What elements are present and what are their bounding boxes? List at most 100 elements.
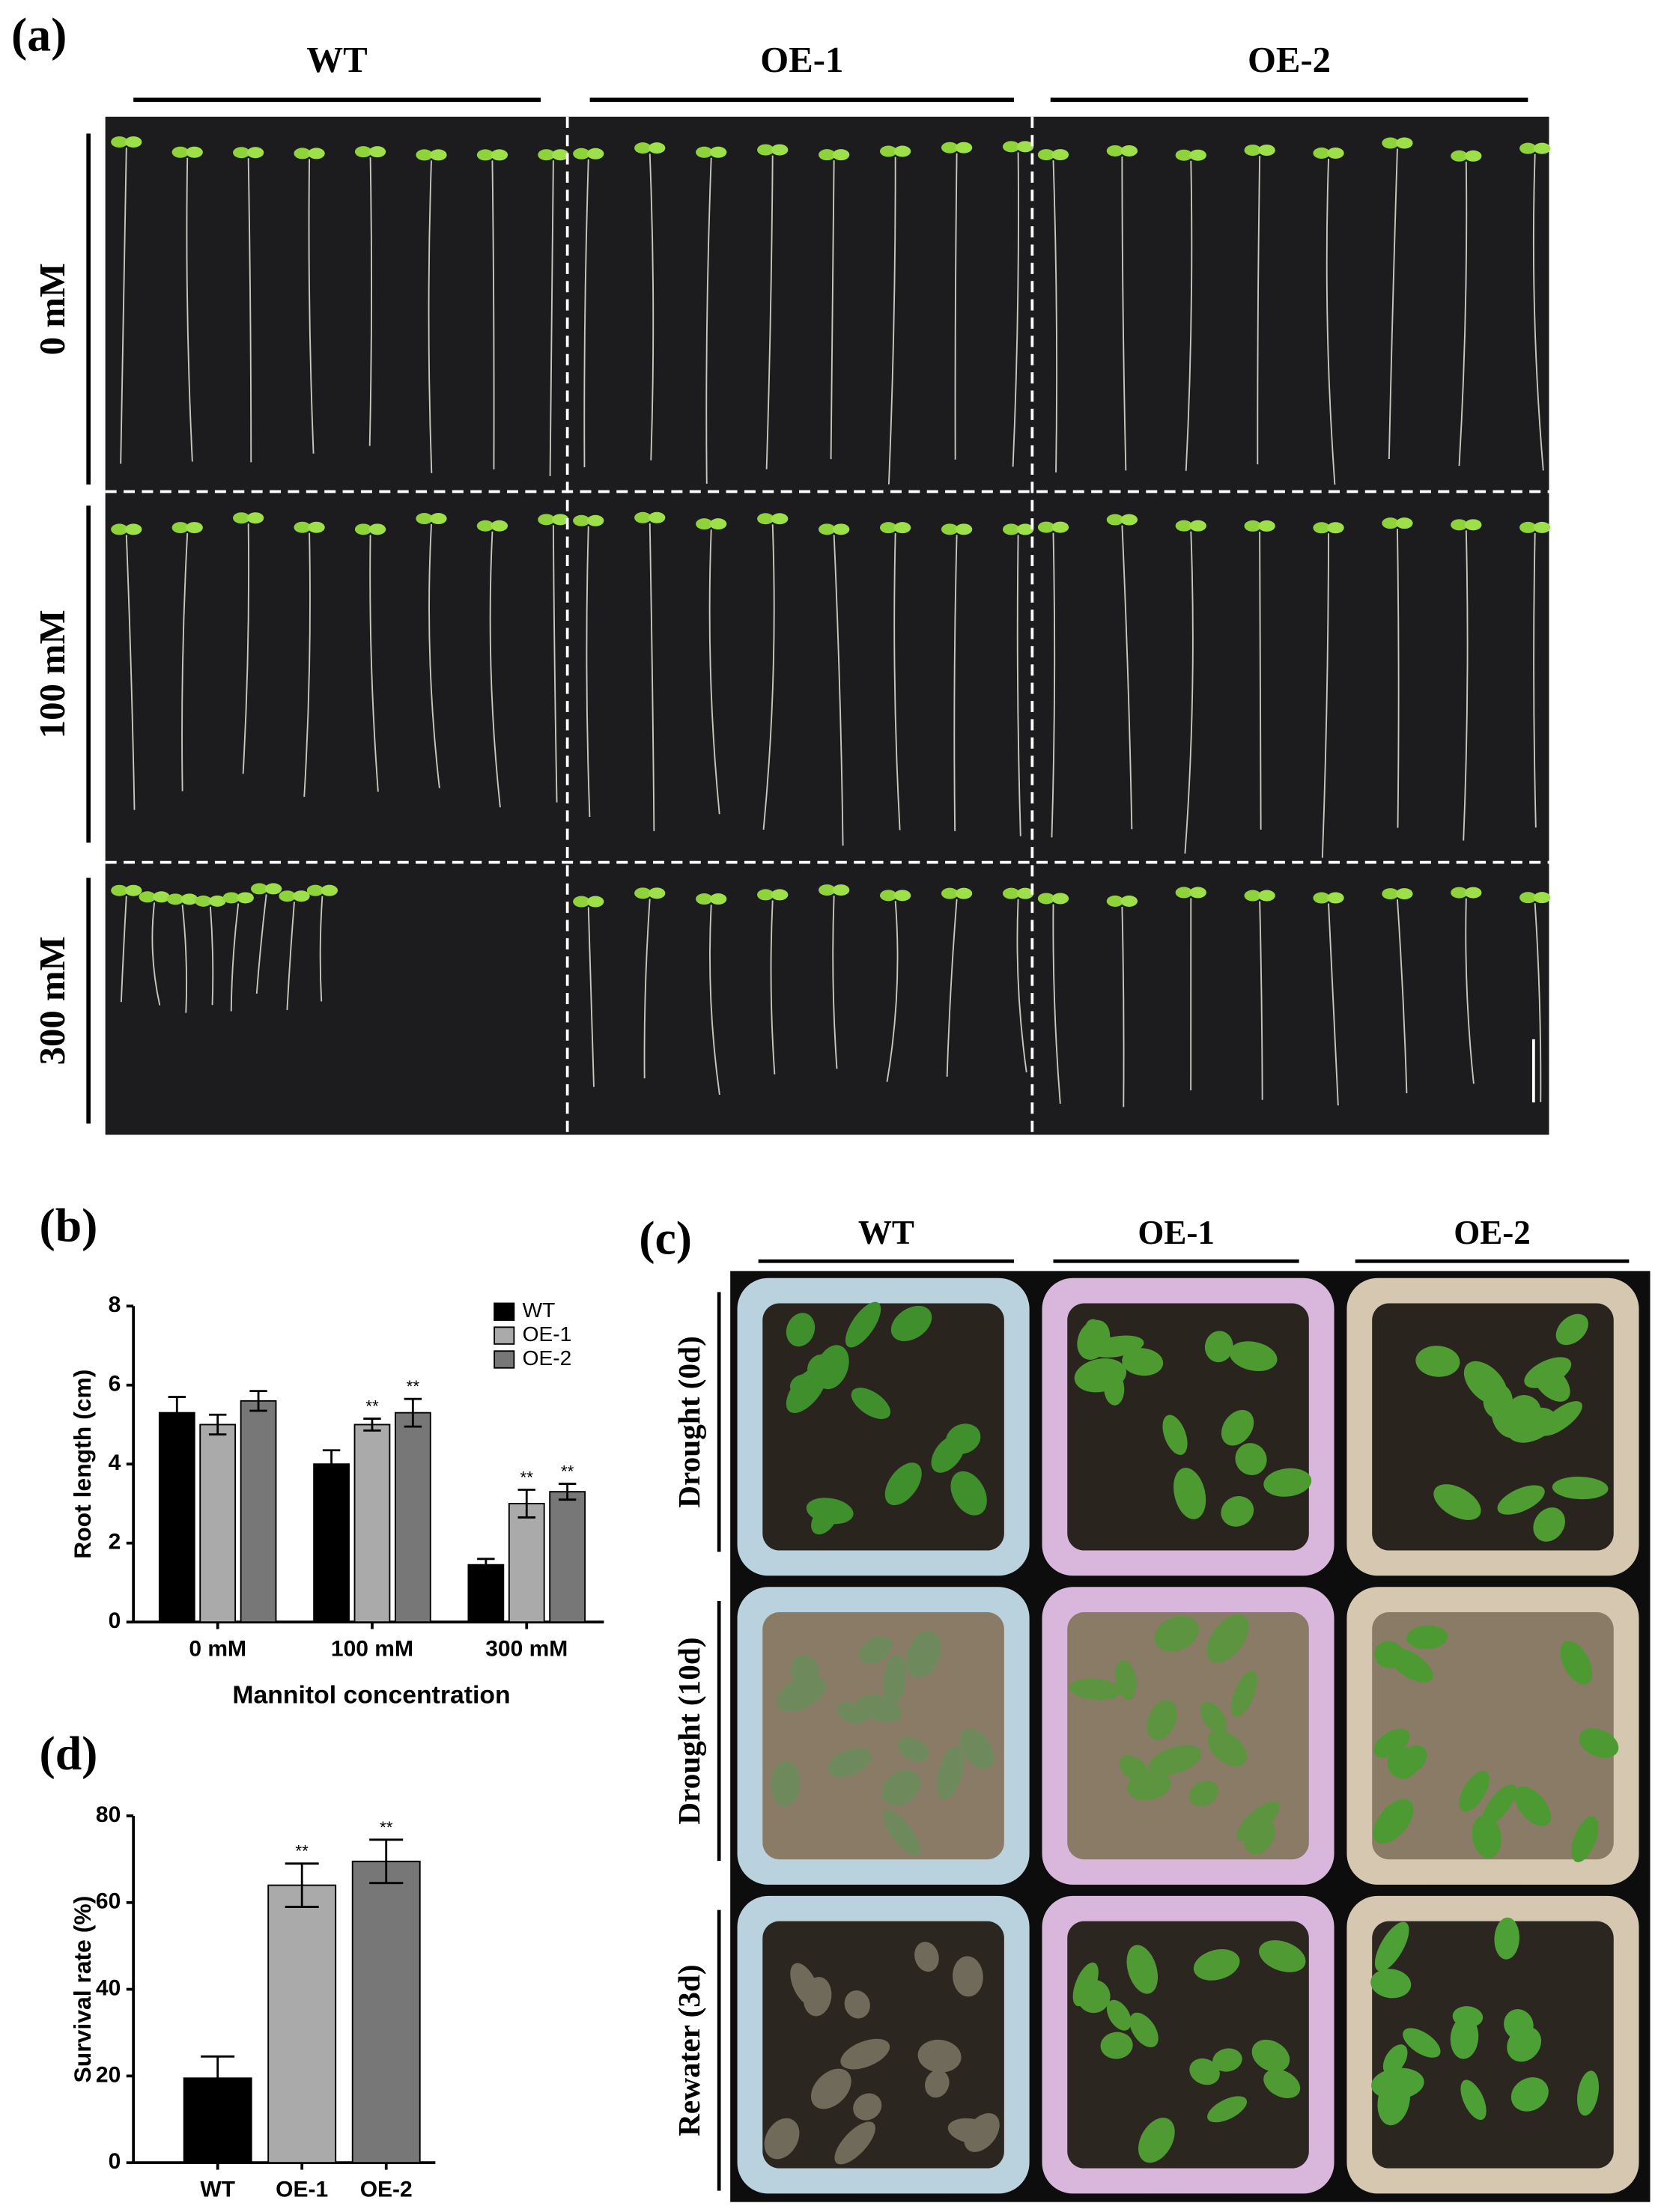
cotyledon [1016,523,1034,535]
root [1121,906,1125,1107]
leaf [851,1388,891,1420]
root [1184,531,1194,854]
cotyledon [237,892,254,904]
y-tick-label: 6 [109,1372,121,1397]
cotyledon [880,522,897,534]
cotyledon [1464,887,1482,899]
root [368,157,373,446]
cotyledon [1258,890,1275,902]
leaf [1387,1747,1419,1779]
cotyledon [1244,145,1262,157]
leaf [960,1728,995,1769]
leaf [810,2068,851,2109]
cotyledon [955,142,973,154]
cotyledon [430,513,447,525]
error-bar [363,1418,381,1432]
cotyledon [771,889,789,901]
cotyledon [476,520,494,532]
root [209,906,214,1006]
cotyledon [1396,888,1413,900]
cotyledon [1037,149,1055,161]
root [649,154,655,461]
cotyledon [251,883,268,895]
root [1465,898,1475,1084]
cotyledon [573,514,590,526]
bar [158,1412,195,1623]
leaf [840,2038,890,2070]
leaf [1483,1383,1513,1419]
root [1397,899,1408,1093]
cotyledon [771,144,789,156]
root [1016,899,1027,1073]
x-tick-label: OE-1 [276,2178,328,2202]
root [549,160,554,476]
cotyledon [233,512,250,524]
leaf [1371,2067,1424,2100]
leaf [917,2039,962,2073]
cotyledon [308,148,325,159]
cotyledon [124,136,142,148]
cotyledon [1175,149,1193,161]
cotyledon [124,884,142,896]
cotyledon [1002,141,1020,153]
error-bar [208,1413,227,1436]
y-tick-label: 2 [109,1530,121,1555]
cotyledon [634,887,652,899]
leaf [1374,1921,1409,1972]
leaf [1533,1507,1565,1542]
error-bar [558,1483,577,1501]
leaf [1403,2028,1441,2058]
y-tick-label: 0 [109,2149,121,2174]
x-tick-label: WT [200,2178,235,2202]
root [1052,904,1061,1104]
cotyledon [222,892,240,904]
leaf [853,2093,882,2121]
root [489,531,501,808]
cotyledon [186,522,203,534]
leaf [1532,1364,1570,1402]
cotyledon [955,523,973,535]
cotyledon [757,144,774,156]
leaf [1138,2118,1175,2163]
cotyledon [1189,149,1206,161]
cotyledon [1327,147,1344,159]
leaf [1229,1341,1278,1372]
cotyledon [586,896,604,908]
leaf [764,2118,800,2160]
cotyledon [171,522,189,534]
cotyledon [771,513,789,525]
bar [353,1423,391,1623]
cotyledon [1451,887,1468,899]
root [286,902,295,1011]
x-tick-label: 300 mM [485,1637,568,1662]
leaf [1173,1468,1206,1519]
cotyledon [832,149,850,161]
root [887,157,896,484]
row-label: Drought (0d) [672,1336,707,1508]
root [1321,533,1329,858]
y-tick-label: 40 [96,1975,121,2000]
cotyledon [941,887,959,899]
cotyledon [709,518,727,530]
root [953,535,958,831]
root [552,525,558,803]
cotyledon [893,890,911,902]
leaf [1200,1701,1227,1735]
photo [105,116,1549,1135]
cotyledon [294,521,311,533]
significance: ** [561,1462,574,1481]
cotyledon [1533,521,1551,533]
cotyledon [696,893,713,905]
bar [267,1884,337,2164]
cotyledon [1451,519,1468,531]
cotyledon [153,891,170,903]
leaf [1370,1969,1412,1999]
cotyledon [368,523,386,535]
leaf [1119,1755,1150,1784]
cotyledon [1464,519,1482,531]
panel-label: (c) [639,1211,692,1264]
cotyledon [1327,892,1344,904]
cotyledon [1175,887,1193,899]
leaf [1207,1731,1248,1767]
